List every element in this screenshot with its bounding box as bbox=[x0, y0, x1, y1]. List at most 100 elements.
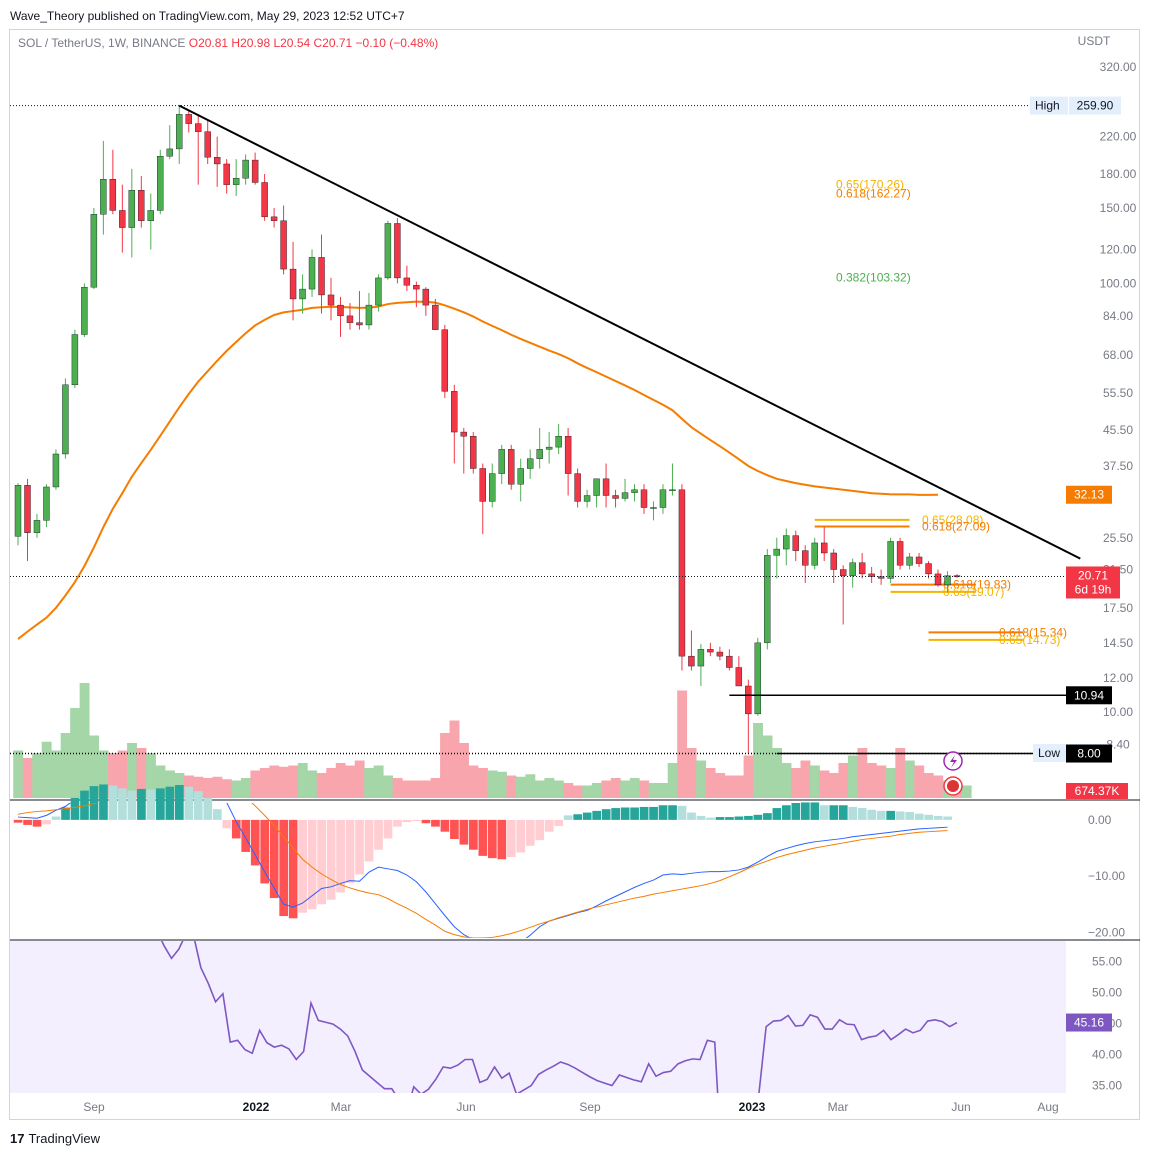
high-label: High bbox=[1035, 99, 1060, 113]
volume-bar bbox=[762, 735, 773, 798]
macd-histogram-bar bbox=[241, 819, 251, 852]
ema-value: 32.13 bbox=[1074, 488, 1104, 502]
candle-body bbox=[678, 489, 686, 657]
macd-histogram-bar bbox=[649, 806, 658, 820]
macd-histogram-bar bbox=[810, 802, 820, 820]
macd-histogram-bar bbox=[895, 811, 905, 820]
candle-body bbox=[346, 315, 354, 323]
candle-body bbox=[432, 304, 439, 330]
candle-body bbox=[280, 220, 287, 270]
symbol-ohlc: O20.81 H20.98 L20.54 C20.71 −0.10 (−0.48… bbox=[188, 36, 439, 50]
macd-histogram-bar bbox=[298, 819, 307, 913]
price-tick-label: 150.00 bbox=[1100, 201, 1137, 215]
candle-body bbox=[650, 507, 657, 509]
fib-label: 0.618(27.09) bbox=[922, 520, 990, 534]
macd-histogram-bar bbox=[544, 819, 554, 832]
candle-body bbox=[773, 548, 780, 556]
macd-histogram-bar bbox=[412, 819, 421, 821]
candle-body bbox=[934, 573, 942, 586]
volume-bar bbox=[734, 775, 744, 798]
price-tick-label: 10.00 bbox=[1103, 705, 1133, 719]
macd-histogram-bar bbox=[156, 788, 165, 820]
macd-histogram-bar bbox=[601, 809, 611, 820]
symbol-name: SOL / TetherUS, 1W, BINANCE bbox=[18, 36, 186, 50]
volume-bar bbox=[838, 763, 849, 798]
macd-histogram-bar bbox=[905, 812, 915, 820]
footer[interactable]: 17 TradingView bbox=[10, 1131, 100, 1146]
macd-line bbox=[17, 803, 948, 938]
fib-label: 0.618(19.83) bbox=[943, 578, 1011, 592]
volume-bar bbox=[98, 750, 109, 798]
candle-body bbox=[138, 190, 145, 221]
price-tick-label: 84.00 bbox=[1103, 309, 1133, 323]
candle-body bbox=[384, 223, 392, 279]
macd-clip bbox=[17, 803, 948, 938]
macd-histogram-bar bbox=[260, 819, 270, 884]
macd-histogram-bar bbox=[326, 819, 336, 900]
rsi-layer bbox=[160, 941, 958, 1093]
price-tick-label: 45.50 bbox=[1103, 423, 1133, 437]
candle-body bbox=[261, 182, 268, 218]
rsi-value-tag bbox=[1066, 1013, 1112, 1032]
macd-histogram-bar bbox=[288, 819, 298, 919]
volume-bar bbox=[743, 755, 754, 798]
fib-label: 0.65(170.26) bbox=[836, 177, 904, 191]
candle-body bbox=[849, 562, 856, 576]
macd-histogram-bar bbox=[13, 819, 23, 823]
candle-layer bbox=[14, 105, 961, 754]
price-tick-label: 17.50 bbox=[1103, 601, 1133, 615]
candle-body bbox=[422, 288, 430, 306]
macd-histogram-bar bbox=[506, 819, 516, 857]
volume-bar bbox=[421, 780, 431, 798]
macd-histogram-bar bbox=[175, 785, 184, 820]
macd-histogram-bar bbox=[924, 814, 933, 820]
candle-body bbox=[830, 552, 837, 570]
macd-layer bbox=[13, 784, 952, 938]
macd-histogram-bar bbox=[146, 789, 156, 820]
axis-layer: 320.00 220.00 180.00 150.00 120.00 100.00 84.0… bbox=[83, 34, 1136, 1114]
candle-body bbox=[166, 148, 173, 157]
volume-bar bbox=[904, 760, 915, 798]
time-tick-label: Sep bbox=[83, 1100, 105, 1114]
volume-bar bbox=[857, 748, 868, 798]
volume-bar bbox=[658, 783, 669, 798]
candle-body bbox=[289, 268, 297, 300]
candle-body bbox=[337, 304, 344, 317]
volume-bar bbox=[402, 780, 413, 798]
volume-bar bbox=[478, 768, 488, 798]
candle-body bbox=[375, 277, 382, 306]
candle-body bbox=[195, 123, 202, 132]
candle-body bbox=[479, 468, 486, 502]
signal-line bbox=[17, 803, 948, 938]
volume-bar bbox=[117, 750, 128, 798]
volume-bar bbox=[468, 765, 479, 798]
macd-histogram-bar bbox=[525, 819, 535, 846]
rsi-line bbox=[160, 941, 958, 1093]
macd-histogram-bar bbox=[573, 814, 583, 820]
candle-body bbox=[508, 449, 515, 485]
macd-tick-label: −20.00 bbox=[1088, 925, 1125, 939]
macd-histogram-bar bbox=[725, 817, 734, 820]
tradingview-logo-icon: 17 bbox=[10, 1131, 25, 1146]
time-tick-label: Jun bbox=[951, 1100, 970, 1114]
volume-bar bbox=[828, 773, 839, 798]
macd-histogram-bar bbox=[753, 814, 763, 820]
volume-bar bbox=[705, 768, 716, 798]
macd-histogram-bar bbox=[563, 815, 573, 820]
macd-histogram-bar bbox=[867, 809, 877, 820]
price-tick-label: 12.00 bbox=[1103, 671, 1133, 685]
candle-body bbox=[602, 478, 610, 496]
volume-bar bbox=[525, 774, 536, 798]
macd-histogram-bar bbox=[658, 805, 668, 820]
volume-bar bbox=[809, 765, 820, 798]
macd-histogram-bar bbox=[421, 819, 431, 824]
macd-histogram-bar bbox=[639, 806, 649, 820]
candle-body bbox=[441, 329, 449, 392]
us-flag-icon-glyph bbox=[947, 780, 959, 792]
candle-body bbox=[944, 575, 951, 586]
candle-body bbox=[213, 157, 221, 165]
volume-bar bbox=[572, 785, 583, 798]
macd-histogram-bar bbox=[383, 819, 393, 839]
candle-body bbox=[612, 495, 619, 499]
